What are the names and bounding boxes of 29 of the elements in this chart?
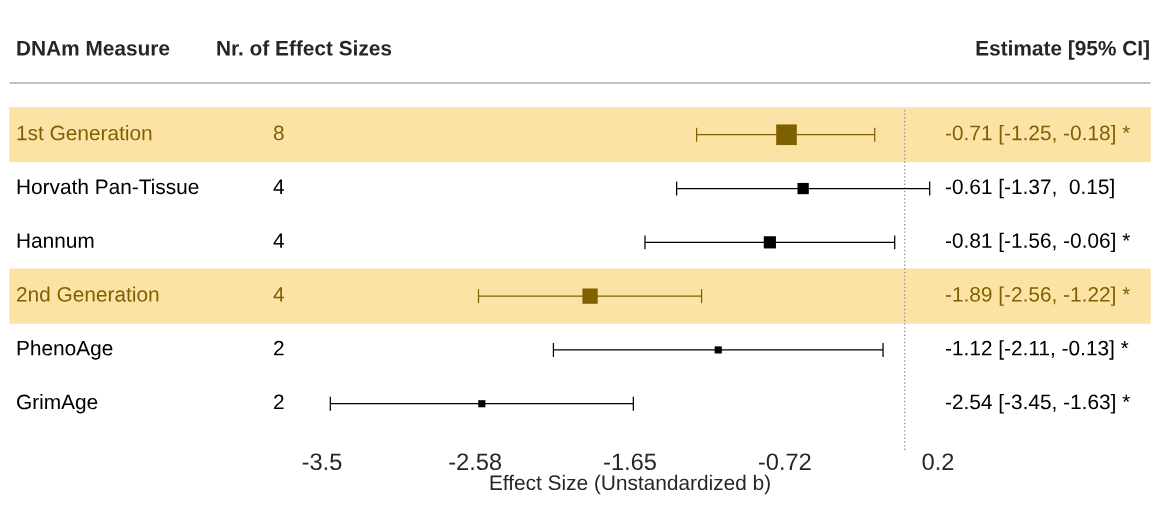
text: 2 <box>274 340 284 356</box>
x-tick-label: -2.58 <box>449 453 502 471</box>
text: Nr. of Effect Sizes <box>217 40 392 56</box>
y-tick-label: GrimAge <box>17 394 98 414</box>
y-tick-label: Hannum <box>17 233 94 248</box>
text: 4 <box>273 179 284 194</box>
x-tick-label: -3.5 <box>302 453 342 471</box>
y-tick-label: Horvath Pan-Tissue <box>17 178 199 195</box>
text: 2 <box>274 394 284 410</box>
text: -1.12 [-2.11, -0.13] * <box>945 340 1129 360</box>
y-tick-label: PhenoAge <box>17 340 113 360</box>
text: DNAm Measure <box>17 41 170 56</box>
y-tick-label: 2nd Generation <box>17 286 159 302</box>
y-tick-label: 1st Generation <box>17 125 152 141</box>
point <box>763 236 776 249</box>
text: Estimate [95% CI] <box>976 40 1149 60</box>
text: -0.71 [-1.25, -0.18] * <box>945 125 1130 145</box>
x-tick-label: -0.72 <box>758 453 811 471</box>
x-tick-label: -1.65 <box>604 453 656 471</box>
text: -2.54 [-3.45, -1.63] * <box>945 394 1130 414</box>
text: 8 <box>273 125 284 141</box>
text: -0.61 [-1.37, 0.15] <box>945 178 1114 199</box>
point <box>797 182 809 195</box>
text: -1.89 [-2.56, -1.22] * <box>945 286 1130 306</box>
text: 4 <box>273 287 284 302</box>
text: 4 <box>273 233 284 248</box>
text: -0.81 [-1.56, -0.06] * <box>945 232 1130 253</box>
x-axis-title: Effect Size (Unstandardized b) <box>490 474 770 495</box>
x-tick-label: 0.2 <box>922 453 954 471</box>
